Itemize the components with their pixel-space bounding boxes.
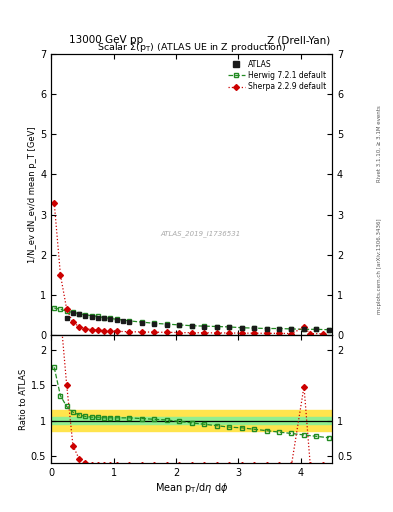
Legend: ATLAS, Herwig 7.2.1 default, Sherpa 2.2.9 default: ATLAS, Herwig 7.2.1 default, Sherpa 2.2.… xyxy=(226,57,328,94)
Text: Rivet 3.1.10, ≥ 3.1M events: Rivet 3.1.10, ≥ 3.1M events xyxy=(377,105,382,182)
X-axis label: Mean p$_\mathregular{T}$/d$\eta$ d$\phi$: Mean p$_\mathregular{T}$/d$\eta$ d$\phi$ xyxy=(155,481,228,495)
Text: Z (Drell-Yan): Z (Drell-Yan) xyxy=(267,35,330,45)
Bar xyxy=(51,417,332,424)
Y-axis label: 1/N_ev dN_ev/d mean p_T [GeV]: 1/N_ev dN_ev/d mean p_T [GeV] xyxy=(28,126,37,263)
Bar xyxy=(51,410,332,431)
Y-axis label: Ratio to ATLAS: Ratio to ATLAS xyxy=(19,369,28,430)
Text: ATLAS_2019_I1736531: ATLAS_2019_I1736531 xyxy=(160,230,240,238)
Text: mcplots.cern.ch [arXiv:1306.3436]: mcplots.cern.ch [arXiv:1306.3436] xyxy=(377,219,382,314)
Title: Scalar $\Sigma$(p$_\mathregular{T}$) (ATLAS UE in Z production): Scalar $\Sigma$(p$_\mathregular{T}$) (AT… xyxy=(97,41,286,54)
Text: 13000 GeV pp: 13000 GeV pp xyxy=(69,35,143,45)
